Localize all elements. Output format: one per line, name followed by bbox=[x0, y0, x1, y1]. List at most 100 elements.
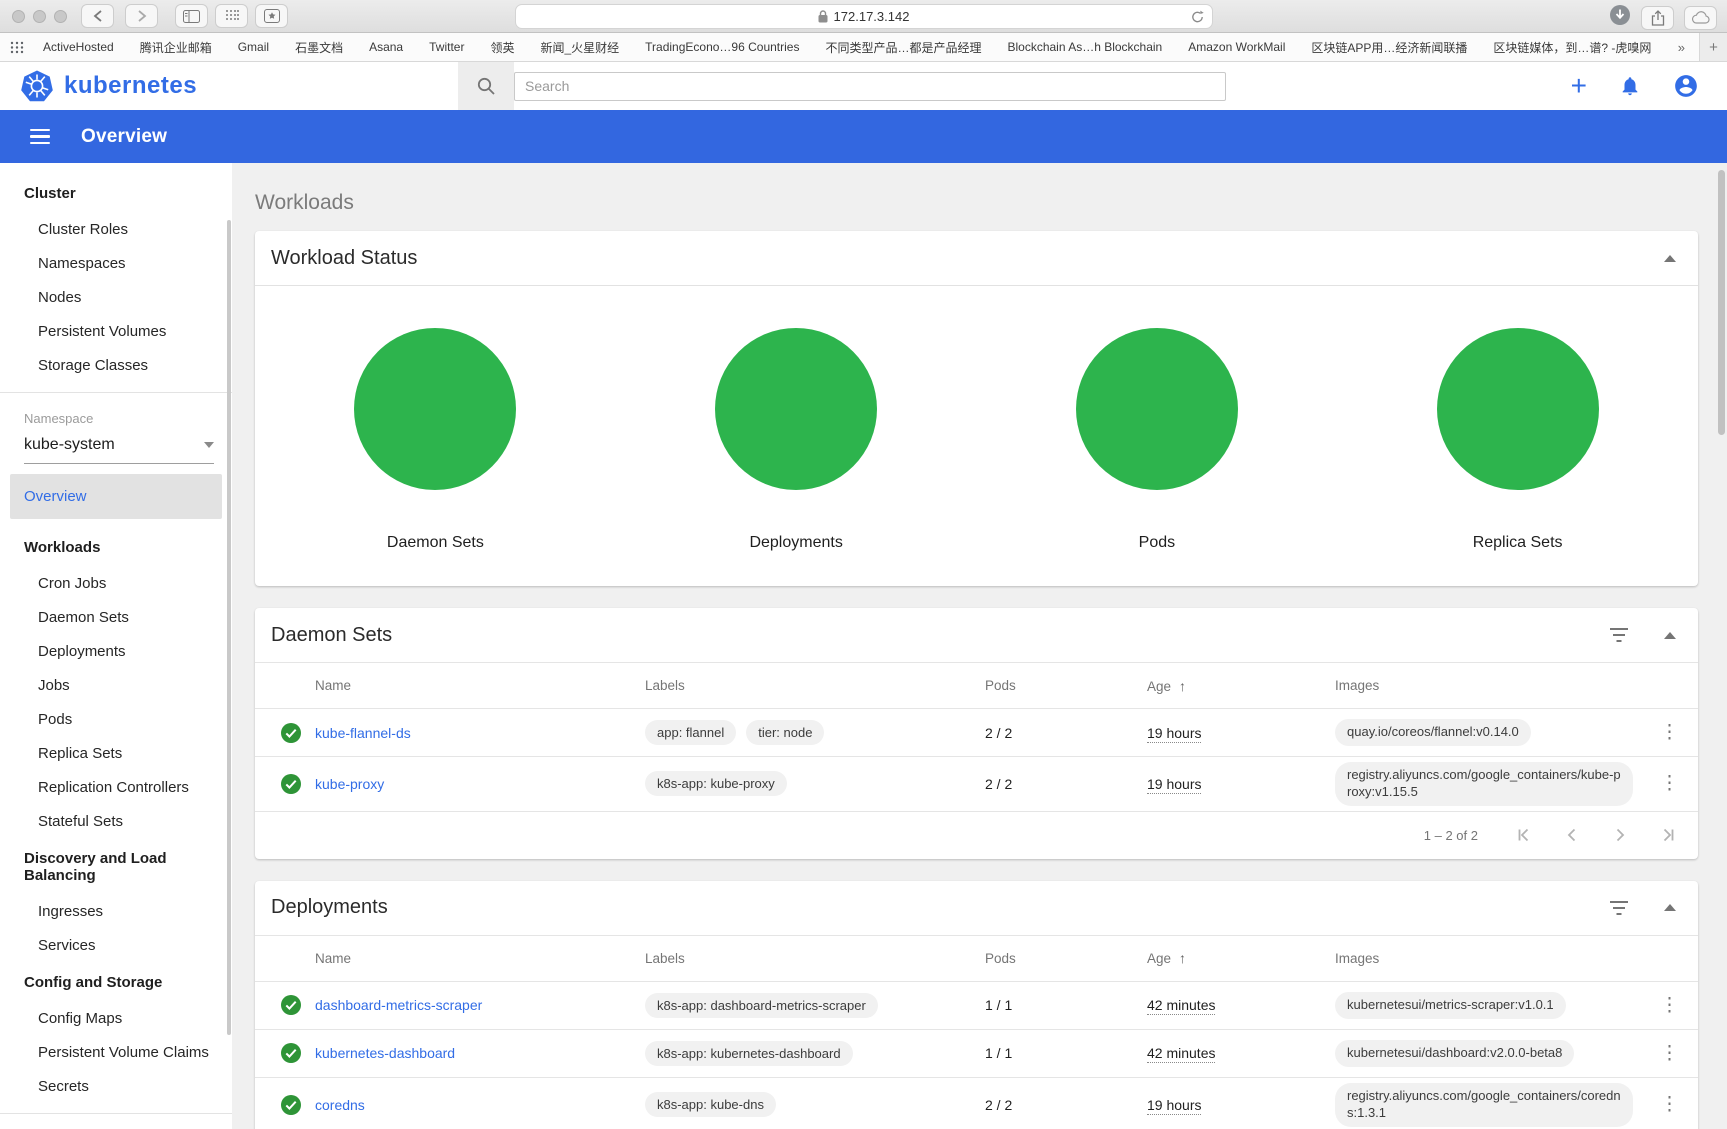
new-tab-button[interactable]: + bbox=[1699, 33, 1727, 61]
lock-icon bbox=[818, 10, 828, 23]
bookmarks-bar: ActiveHosted 腾讯企业邮箱 Gmail 石墨文档 Asana Twi… bbox=[0, 33, 1727, 62]
column-age[interactable]: Age ↑ bbox=[1147, 677, 1187, 694]
sidebar-toggle-button[interactable] bbox=[175, 4, 208, 28]
row-menu-icon[interactable]: ⋮ bbox=[1660, 773, 1680, 795]
sidebar-item-services[interactable]: Services bbox=[38, 936, 96, 954]
resource-name-link[interactable]: dashboard-metrics-scraper bbox=[315, 997, 483, 1014]
table-header: Name Labels Pods Age ↑ Images bbox=[255, 934, 1698, 981]
column-name[interactable]: Name bbox=[315, 678, 352, 693]
sidebar-item-storage-classes[interactable]: Storage Classes bbox=[38, 356, 149, 374]
sidebar-item-replica-sets[interactable]: Replica Sets bbox=[38, 744, 123, 762]
column-images: Images bbox=[1335, 950, 1380, 966]
bookmark-item[interactable]: ActiveHosted bbox=[43, 40, 114, 54]
label-chip: tier: node bbox=[746, 720, 825, 745]
sidebar-item-daemon-sets[interactable]: Daemon Sets bbox=[38, 608, 129, 626]
sidebar-item-persistent-volume-claims[interactable]: Persistent Volume Claims bbox=[38, 1043, 209, 1061]
label-chip: app: flannel bbox=[645, 720, 737, 745]
bookmark-item[interactable]: Blockchain As…h Blockchain bbox=[1007, 40, 1163, 54]
download-circle-icon bbox=[1610, 5, 1630, 25]
cloud-icon bbox=[1691, 11, 1710, 24]
bookmark-item[interactable]: 新闻_火星财经 bbox=[540, 40, 620, 55]
reload-icon[interactable] bbox=[1190, 9, 1205, 25]
back-button[interactable] bbox=[81, 4, 114, 28]
bookmark-item[interactable]: Amazon WorkMail bbox=[1188, 40, 1286, 54]
row-menu-icon[interactable]: ⋮ bbox=[1660, 994, 1680, 1016]
resource-name-link[interactable]: kube-proxy bbox=[315, 775, 385, 792]
filter-icon[interactable] bbox=[1610, 900, 1628, 915]
resource-name-link[interactable]: coredns bbox=[315, 1096, 365, 1113]
sidebar-item-nodes[interactable]: Nodes bbox=[38, 288, 82, 306]
first-page-icon[interactable] bbox=[1514, 825, 1534, 845]
forward-button[interactable] bbox=[125, 4, 158, 28]
cloud-tabs-button[interactable] bbox=[1684, 5, 1717, 30]
table-row: kube-proxy k8s-app: kube-proxy 2 / 2 19 … bbox=[255, 756, 1698, 811]
downloads-button[interactable] bbox=[1609, 4, 1631, 31]
next-page-icon[interactable] bbox=[1610, 825, 1630, 845]
status-ok-icon bbox=[281, 722, 301, 743]
age-cell: 19 hours bbox=[1147, 775, 1202, 794]
bookmark-item[interactable]: Asana bbox=[369, 40, 404, 54]
brand[interactable]: kubernetes bbox=[20, 70, 197, 103]
column-labels: Labels bbox=[645, 950, 685, 966]
sidebar-item-namespaces[interactable]: Namespaces bbox=[38, 254, 126, 272]
zoom-window-button[interactable] bbox=[54, 9, 67, 23]
column-age[interactable]: Age ↑ bbox=[1147, 950, 1187, 967]
sidebar-item-replication-controllers[interactable]: Replication Controllers bbox=[38, 778, 189, 796]
row-menu-icon[interactable]: ⋮ bbox=[1660, 1042, 1680, 1064]
sidebar-item-stateful-sets[interactable]: Stateful Sets bbox=[38, 812, 124, 830]
resource-name-link[interactable]: kubernetes-dashboard bbox=[315, 1045, 456, 1062]
bookmarks-overflow-chevron[interactable]: » bbox=[1677, 39, 1685, 55]
bookmarks-popover-button[interactable] bbox=[255, 4, 288, 28]
collapse-caret-icon[interactable] bbox=[1664, 254, 1676, 262]
namespace-select[interactable]: kube-system bbox=[24, 436, 214, 464]
app-header: kubernetes + bbox=[0, 62, 1727, 110]
previous-page-icon[interactable] bbox=[1562, 825, 1582, 845]
resource-name-link[interactable]: kube-flannel-ds bbox=[315, 724, 411, 741]
bookmark-item[interactable]: 腾讯企业邮箱 bbox=[139, 40, 212, 55]
menu-hamburger-icon[interactable] bbox=[30, 128, 50, 145]
sidebar-item-persistent-volumes[interactable]: Persistent Volumes bbox=[38, 322, 167, 340]
notifications-bell-icon[interactable] bbox=[1619, 75, 1641, 97]
bookmark-item[interactable]: Gmail bbox=[237, 40, 270, 54]
favorites-grid-icon[interactable] bbox=[10, 41, 25, 54]
sidebar-item-deployments[interactable]: Deployments bbox=[38, 642, 126, 660]
toolbar-title: Overview bbox=[81, 125, 168, 147]
close-window-button[interactable] bbox=[12, 9, 25, 23]
sidebar-header-workloads: Workloads bbox=[24, 539, 101, 556]
bookmark-item[interactable]: 领英 bbox=[490, 40, 515, 55]
bookmark-item[interactable]: Twitter bbox=[429, 40, 465, 54]
user-account-icon[interactable] bbox=[1673, 73, 1699, 99]
sidebar-item-pods[interactable]: Pods bbox=[38, 710, 73, 728]
page-scrollbar[interactable] bbox=[1718, 170, 1725, 435]
row-menu-icon[interactable]: ⋮ bbox=[1660, 1094, 1680, 1116]
bookmark-item[interactable]: 区块链媒体，到…谱? -虎嗅网 bbox=[1493, 40, 1652, 55]
sidebar-item-jobs[interactable]: Jobs bbox=[38, 676, 70, 694]
chart-deployments: Deployments bbox=[616, 328, 977, 552]
last-page-icon[interactable] bbox=[1658, 825, 1678, 845]
sidebar-item-secrets[interactable]: Secrets bbox=[38, 1077, 89, 1095]
address-bar[interactable]: 172.17.3.142 bbox=[514, 4, 1213, 29]
bookmark-item[interactable]: TradingEcono…96 Countries bbox=[645, 40, 800, 54]
collapse-caret-icon[interactable] bbox=[1664, 631, 1676, 639]
create-resource-icon[interactable]: + bbox=[1570, 70, 1587, 101]
tab-overview-button[interactable] bbox=[215, 4, 248, 28]
sidebar-scrollbar[interactable] bbox=[227, 220, 231, 1035]
search-input[interactable] bbox=[514, 71, 1226, 101]
filter-icon[interactable] bbox=[1610, 628, 1628, 642]
sidebar-item-cron-jobs[interactable]: Cron Jobs bbox=[38, 574, 107, 592]
bookmark-item[interactable]: 不同类型产品…都是产品经理 bbox=[825, 40, 982, 55]
bookmark-item[interactable]: 石墨文档 bbox=[295, 40, 344, 55]
donut-chart-daemon-sets bbox=[354, 328, 517, 490]
sidebar-item-ingresses[interactable]: Ingresses bbox=[38, 902, 104, 920]
bookmark-item[interactable]: 区块链APP用…经济新闻联播 bbox=[1311, 40, 1468, 55]
minimize-window-button[interactable] bbox=[33, 9, 46, 23]
collapse-caret-icon[interactable] bbox=[1664, 904, 1676, 912]
sidebar-item-cluster-roles[interactable]: Cluster Roles bbox=[38, 220, 129, 238]
column-name[interactable]: Name bbox=[315, 950, 352, 966]
sidebar-item-config-maps[interactable]: Config Maps bbox=[38, 1009, 123, 1027]
sidebar-item-overview[interactable]: Overview bbox=[10, 474, 222, 519]
row-menu-icon[interactable]: ⋮ bbox=[1660, 722, 1680, 743]
search-button[interactable] bbox=[458, 62, 514, 110]
sidebar-item-custom-resource-definitions[interactable]: Custom Resource Definitions bbox=[0, 1124, 232, 1129]
share-button[interactable] bbox=[1641, 5, 1674, 30]
